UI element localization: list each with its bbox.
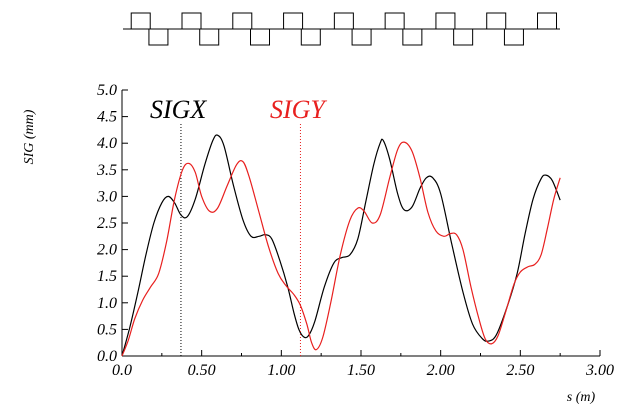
x-axis-label: s (m) [567,390,596,405]
y-tick-label: 5.0 [97,82,117,99]
y-tick-label: 4.0 [97,135,117,152]
defocusing-magnet [402,28,423,46]
y-axis-label: SIG (mm) [22,109,37,164]
x-tick-label: 0.50 [188,362,216,379]
sigy-label: SIGY [270,95,327,124]
x-tick-label: 0.0 [112,362,132,379]
y-tick-label: 1.5 [97,268,117,285]
defocusing-magnet [300,28,321,46]
y-tick-label: 3.5 [96,162,117,179]
x-tick-label: 1.00 [267,362,295,379]
focusing-magnet [537,12,558,30]
defocusing-magnet [351,28,372,46]
focusing-magnet [232,12,253,30]
focusing-magnet [486,12,507,30]
focusing-magnet [333,12,354,30]
x-tick-label: 2.50 [506,362,534,379]
y-tick-label: 3.0 [96,188,117,205]
focusing-magnet [181,12,202,30]
sigx-label: SIGX [150,95,207,124]
x-tick-label: 2.00 [427,362,455,379]
y-tick-label: 4.5 [97,109,117,126]
y-tick-label: 0.5 [97,321,117,338]
defocusing-magnet [503,28,524,46]
focusing-magnet [130,12,151,30]
x-tick-label: 3.00 [585,362,614,379]
focusing-magnet [384,12,405,30]
focusing-magnet [435,12,456,30]
y-tick-label: 1.0 [97,295,117,312]
focusing-magnet [283,12,304,30]
sigy-curve [121,141,561,357]
y-tick-label: 0.0 [97,348,117,365]
defocusing-magnet [250,28,271,46]
lattice-diagram [123,12,560,46]
y-tick-label: 2.0 [97,242,117,259]
defocusing-magnet [148,28,169,46]
sigx-curve [121,134,561,357]
y-tick-label: 2.5 [97,215,117,232]
defocusing-magnet [453,28,474,46]
plot-axes: 0.0 0.50 1.00 1.50 2.00 2.50 3.00 0.0 0.5 1.0 1.5 2… [96,82,614,379]
x-tick-label: 1.50 [347,362,375,379]
defocusing-magnet [199,28,220,46]
plot-series: SIGX SIGY [121,95,561,357]
